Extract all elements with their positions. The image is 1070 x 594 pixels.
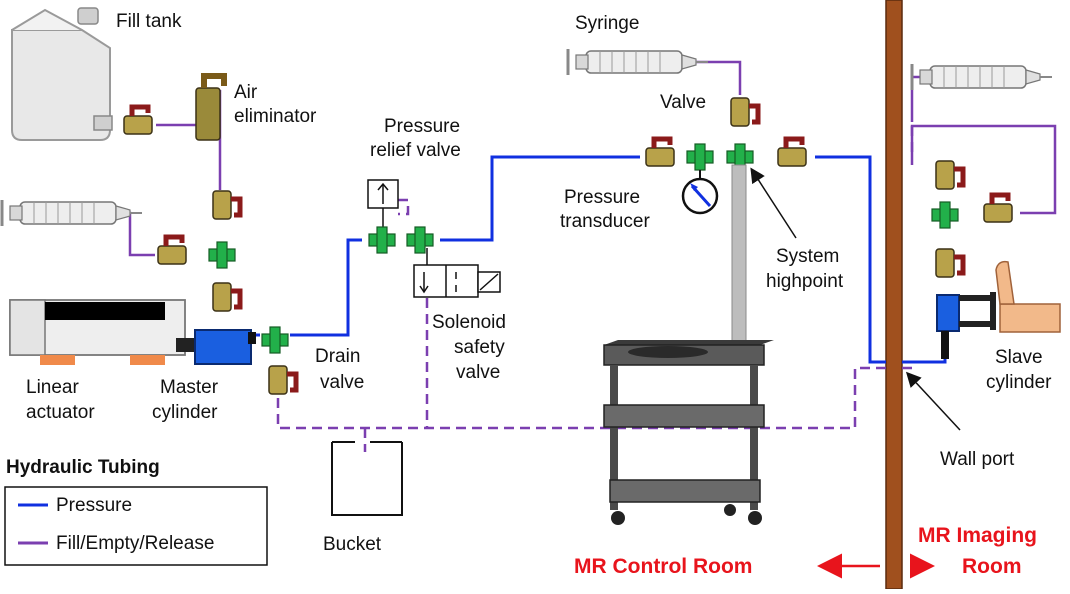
linear-actuator bbox=[9, 299, 198, 365]
air-eliminator-label-1: Air bbox=[234, 82, 258, 103]
top-syringe bbox=[566, 47, 710, 77]
valve-label: Valve bbox=[660, 92, 706, 113]
right-tee-fitting bbox=[931, 201, 959, 229]
legend-item-fill: Fill/Empty/Release bbox=[56, 533, 214, 554]
system-highpoint-label-1: System bbox=[776, 246, 839, 267]
fill-tank-label: Fill tank bbox=[116, 11, 182, 32]
solenoid-label-3: valve bbox=[456, 362, 500, 383]
legend-title: Hydraulic Tubing bbox=[6, 457, 160, 478]
relief-tee-left bbox=[368, 226, 396, 254]
bucket bbox=[331, 441, 403, 516]
left-tee-fitting bbox=[208, 241, 236, 269]
pressure-transducer-label-1: Pressure bbox=[564, 187, 640, 208]
legend-item-pressure: Pressure bbox=[56, 495, 132, 516]
bucket-label: Bucket bbox=[323, 534, 382, 555]
wall-port-label: Wall port bbox=[940, 449, 1015, 470]
fill-tank-valve bbox=[124, 107, 152, 134]
syringe-label: Syringe bbox=[575, 13, 639, 34]
pressure-transducer bbox=[681, 170, 719, 215]
right-syringe bbox=[910, 62, 1054, 92]
drain-valve-label-1: Drain bbox=[315, 346, 360, 367]
drain-tee-fitting bbox=[261, 326, 289, 354]
right-lower-valve bbox=[936, 249, 963, 277]
slave-cylinder-label-2: cylinder bbox=[986, 372, 1052, 393]
master-cylinder-label-2: cylinder bbox=[152, 402, 218, 423]
release-tubing-dashed bbox=[276, 126, 918, 452]
forearm bbox=[995, 260, 1061, 333]
solenoid-label-1: Solenoid bbox=[432, 312, 506, 333]
pressure-relief-label-2: relief valve bbox=[370, 140, 461, 161]
upper-left-valve bbox=[213, 191, 240, 219]
transducer-right-valve bbox=[778, 139, 806, 166]
drain-valve-label-2: valve bbox=[320, 372, 364, 393]
drain-valve bbox=[269, 366, 296, 394]
wall bbox=[885, 0, 903, 590]
legend: Hydraulic Tubing Pressure Fill/Empty/Rel… bbox=[4, 457, 268, 566]
equipment-cart bbox=[603, 164, 774, 525]
linear-actuator-label-2: actuator bbox=[26, 402, 95, 423]
wall-port-pointer bbox=[905, 371, 961, 431]
lower-left-valve bbox=[213, 283, 240, 311]
right-upper-valve bbox=[936, 161, 963, 189]
transducer-tee bbox=[686, 143, 714, 171]
left-syringe bbox=[0, 198, 144, 228]
linear-actuator-label-1: Linear bbox=[26, 377, 79, 398]
master-cylinder-label-1: Master bbox=[160, 377, 219, 398]
solenoid-label-2: safety bbox=[454, 337, 505, 358]
air-eliminator bbox=[195, 73, 227, 141]
left-syringe-valve bbox=[158, 237, 186, 264]
fill-tank bbox=[11, 7, 113, 141]
system-highpoint-label-2: highpoint bbox=[766, 271, 844, 292]
top-valve bbox=[731, 98, 758, 126]
slave-cylinder bbox=[936, 292, 996, 359]
relief-tee-right bbox=[406, 226, 434, 254]
pressure-transducer-label-2: transducer bbox=[560, 211, 650, 232]
imaging-room-label-1: MR Imaging bbox=[918, 524, 1037, 547]
right-side-valve bbox=[984, 195, 1012, 222]
pressure-relief-label-1: Pressure bbox=[384, 116, 460, 137]
highpoint-pointer bbox=[750, 167, 797, 239]
master-cylinder bbox=[194, 329, 256, 365]
solenoid-safety-valve bbox=[413, 248, 501, 298]
control-room-label: MR Control Room bbox=[574, 555, 752, 578]
slave-cylinder-label-1: Slave bbox=[995, 347, 1043, 368]
transducer-left-valve bbox=[646, 139, 674, 166]
pressure-relief-valve bbox=[367, 179, 399, 232]
air-eliminator-label-2: eliminator bbox=[234, 106, 317, 127]
imaging-room-label-2: Room bbox=[962, 555, 1022, 578]
